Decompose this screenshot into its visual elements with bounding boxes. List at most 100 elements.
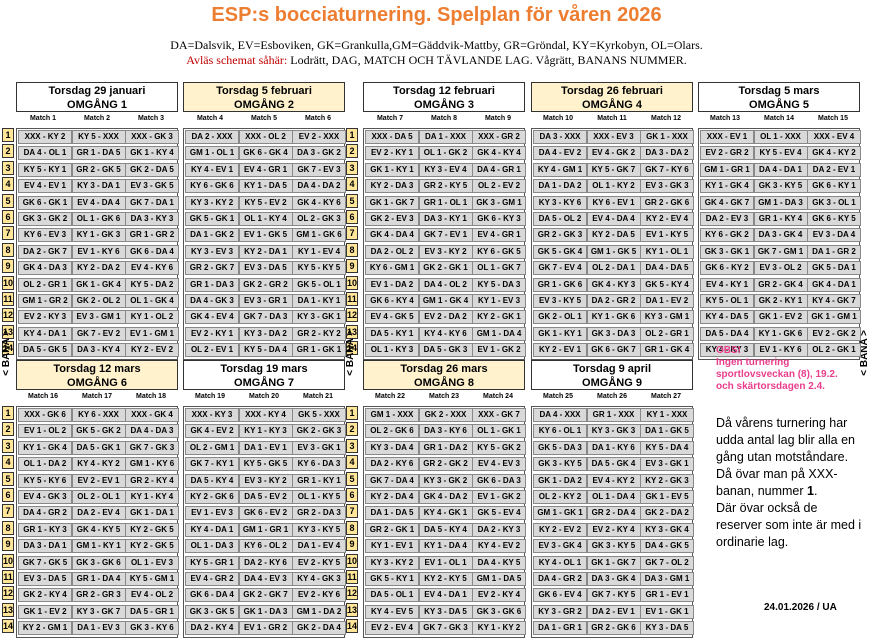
row-number: 10 xyxy=(346,275,358,290)
match-cell: GM 1 - GR 2 xyxy=(18,294,72,308)
match-cell: DA 3 - KY 6 xyxy=(418,424,473,439)
row-number: 1 xyxy=(2,406,14,420)
match-cell: DA 1 - EV 2 xyxy=(640,294,694,308)
row-number: 2 xyxy=(346,144,358,159)
row-number: 7 xyxy=(346,504,358,519)
match-cell: GK 7 - GK 3 xyxy=(418,621,473,636)
bana-label-middle: < BANA > xyxy=(345,330,356,376)
row-number: 11 xyxy=(2,292,14,306)
row-number: 3 xyxy=(2,160,14,175)
match-cell: KY 5 - EV 4 xyxy=(753,146,808,161)
match-cell: OL 2 - GM 1 xyxy=(185,440,239,455)
match-cell: DA 2 - EV 4 xyxy=(71,506,126,521)
round-header: Torsdag 26 februari OMGÅNG 4 xyxy=(531,82,693,112)
match-cell: OL 1 - GK 2 xyxy=(418,146,473,161)
match-cell: EV 3 - GK 1 xyxy=(292,440,346,455)
round-number: OMGÅNG 4 xyxy=(582,99,642,111)
row-number: 12 xyxy=(2,308,14,323)
match-cell: DA 1 - KY 1 xyxy=(292,294,346,308)
match-cell: KY 1 - GK 6 xyxy=(753,326,808,341)
match-cell: GM 1 - KY 6 xyxy=(125,457,179,472)
match-cell: GR 1 - EV 1 xyxy=(640,588,694,603)
match-cell: OL 2 - GK 6 xyxy=(365,424,419,439)
match-cell: KY 5 - KY 1 xyxy=(18,162,72,177)
row-number: 1 xyxy=(346,128,358,142)
match-cell: KY 4 - GK 3 xyxy=(292,572,346,586)
match-cell: OL 1 - KY 5 xyxy=(292,490,346,504)
match-cell: EV 2 - XXX xyxy=(292,130,346,144)
match-cell: DA 2 - KY 3 xyxy=(472,522,526,537)
match-cell: DA 4 - XXX xyxy=(533,408,587,422)
match-cell: GM 1 - GK 1 xyxy=(533,506,587,521)
match-cell: XXX - GK 3 xyxy=(125,130,179,144)
round-date: Torsdag 26 februari xyxy=(561,85,663,97)
row-number: 13 xyxy=(2,324,14,339)
match-cell: GK 1 - DA 3 xyxy=(238,604,293,619)
obs-line-1: Ingen turnering xyxy=(716,357,790,368)
match-cell: KY 4 - OL 1 xyxy=(533,555,587,570)
match-cell: KY 1 - KY 4 xyxy=(125,490,179,504)
match-cell: KY 1 - XXX xyxy=(640,408,694,422)
match-cell: KY 1 - KY 3 xyxy=(238,424,293,439)
match-grid: XXX - GK 6 KY 6 - XXX XXX - GK 4 EV 1 - OL … xyxy=(16,406,179,638)
match-cell: KY 1 - GK 6 xyxy=(586,310,641,325)
match-cell: EV 2 - KY 5 xyxy=(292,555,346,570)
match-cell: EV 1 - EV 3 xyxy=(185,506,239,521)
match-cell: GR 1 - KY 4 xyxy=(753,212,808,226)
match-cell: GR 2 - DA 3 xyxy=(292,506,346,521)
match-cell: KY 4 - EV 5 xyxy=(365,604,419,619)
match-cell: OL 1 - KY 3 xyxy=(365,343,419,358)
match-cell: EV 3 - GR 1 xyxy=(238,294,293,308)
match-cell: EV 3 - KY 2 xyxy=(238,473,293,488)
match-cell: EV 4 - GR 1 xyxy=(472,228,526,243)
match-cell: KY 4 - DA 1 xyxy=(18,326,72,341)
match-cell: GK 7 - EV 2 xyxy=(71,326,126,341)
match-cell: OL 1 - GK 4 xyxy=(125,294,179,308)
match-label: Match 4 xyxy=(196,115,224,122)
match-cell: GK 5 - GK 4 xyxy=(533,244,587,259)
match-cell: GR 1 - GR 2 xyxy=(125,228,179,243)
obs-heading: OBS! xyxy=(716,345,741,356)
match-cell: OL 1 - DA 4 xyxy=(586,490,641,504)
match-cell: GR 2 - GK 7 xyxy=(185,261,239,276)
match-label: Match 14 xyxy=(764,115,794,122)
match-cell: DA 1 - GR 1 xyxy=(533,621,587,636)
match-cell: GK 4 - KY 5 xyxy=(71,522,126,537)
match-cell: KY 1 - OL 2 xyxy=(125,310,179,325)
match-cell: DA 3 - DA 1 xyxy=(18,539,72,554)
match-cell: GK 3 - GM 1 xyxy=(472,195,526,210)
match-cell: KY 4 - DA 1 xyxy=(185,522,239,537)
match-cell: GK 5 - DA 1 xyxy=(807,261,861,276)
match-cell: KY 5 - GK 2 xyxy=(472,440,526,455)
match-cell: EV 3 - KY 5 xyxy=(533,294,587,308)
row-number: 7 xyxy=(2,226,14,241)
match-cell: EV 2 - GK 2 xyxy=(807,326,861,341)
match-cell: GM 1 - GK 5 xyxy=(586,244,641,259)
match-cell: GM 1 - XXX xyxy=(365,408,419,422)
match-cell: DA 1 - DA 5 xyxy=(365,506,419,521)
match-cell: DA 4 - OL 2 xyxy=(418,277,473,292)
match-cell: DA 1 - EV 3 xyxy=(71,621,126,636)
match-cell: EV 2 - KY 1 xyxy=(185,326,239,341)
match-cell: DA 2 - OL 2 xyxy=(365,244,419,259)
match-label: Match 15 xyxy=(818,115,848,122)
match-cell: GK 7 - GK 5 xyxy=(18,555,72,570)
match-cell: GK 3 - GK 6 xyxy=(472,604,526,619)
match-cell: DA 2 - KY 6 xyxy=(238,555,293,570)
match-cell: GK 4 - KY 3 xyxy=(586,277,641,292)
match-cell: EV 1 - GK 2 xyxy=(472,490,526,504)
row-number: 8 xyxy=(2,520,14,535)
row-number: 6 xyxy=(346,488,358,502)
match-cell: DA 5 - GK 4 xyxy=(586,457,641,472)
match-cell: DA 1 - KY 6 xyxy=(586,440,641,455)
match-cell: XXX - GK 6 xyxy=(18,408,72,422)
match-cell: DA 5 - GR 1 xyxy=(125,604,179,619)
match-cell: GM 1 - DA 3 xyxy=(753,195,808,210)
match-cell: KY 5 - GK 5 xyxy=(238,457,293,472)
match-cell: GR 2 - GR 3 xyxy=(71,588,126,603)
match-cell: GK 5 - XXX xyxy=(292,408,346,422)
match-cell: DA 1 - EV 4 xyxy=(292,539,346,554)
match-cell: GM 1 - DA 5 xyxy=(472,572,526,586)
match-cell: EV 2 - DA 2 xyxy=(418,310,473,325)
match-cell: KY 5 - DA 4 xyxy=(238,343,293,358)
